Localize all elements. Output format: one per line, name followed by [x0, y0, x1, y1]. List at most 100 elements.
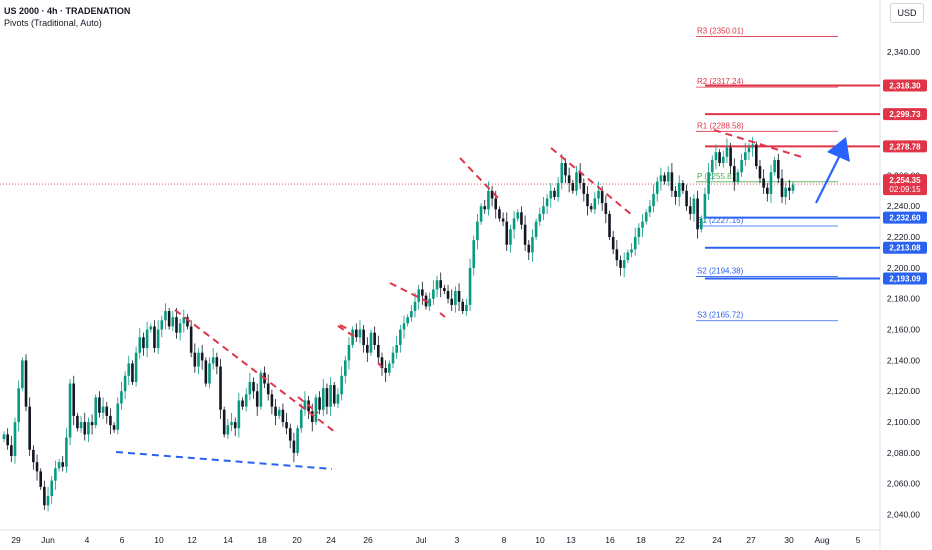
x-tick-label: 29: [11, 535, 21, 545]
x-tick-label: 5: [856, 535, 861, 545]
candle-body: [747, 147, 751, 153]
candle-body: [501, 218, 505, 222]
candle-body: [299, 409, 303, 429]
candle-body: [597, 190, 600, 199]
resistance-trendline: [297, 396, 319, 414]
resistance-trendline: [439, 312, 446, 318]
candle-body: [149, 326, 153, 330]
pivot-label: S1 (2227.15): [697, 216, 744, 225]
candle-body: [777, 159, 780, 179]
candle-body: [461, 301, 465, 312]
x-tick-label: 10: [535, 535, 545, 545]
candle-body: [421, 289, 424, 296]
candle-body: [65, 437, 68, 467]
candle-body: [622, 260, 626, 268]
candle-body: [266, 383, 270, 395]
candle-body: [362, 329, 365, 345]
candle-body: [248, 381, 252, 395]
candle-body: [578, 172, 582, 184]
candle-body: [61, 462, 65, 467]
candle-body: [391, 352, 395, 364]
candle-body: [79, 422, 83, 429]
candle-body: [725, 147, 729, 157]
candle-body: [677, 183, 681, 197]
key-level-tag-text: 2,318.30: [889, 81, 921, 90]
candle-body: [674, 190, 677, 197]
y-tick-label: 2,180.00: [887, 294, 920, 304]
candle-body: [732, 166, 736, 182]
candle-body: [611, 237, 615, 250]
candle-body: [699, 218, 703, 230]
candle-body: [46, 496, 50, 506]
candle-body: [608, 213, 611, 238]
candle-body: [189, 326, 193, 353]
candle-body: [72, 383, 76, 416]
candle-body: [123, 375, 127, 392]
candle-body: [762, 178, 765, 188]
candle-body: [637, 227, 641, 238]
candle-body: [131, 363, 134, 382]
candle-body: [692, 198, 696, 214]
candle-body: [211, 357, 215, 364]
candle-body: [384, 368, 387, 373]
candle-body: [94, 397, 98, 426]
x-tick-label: 14: [223, 535, 233, 545]
candle-body: [721, 156, 725, 164]
trendlines: [115, 129, 850, 470]
candle-body: [538, 213, 542, 222]
candle-body: [32, 449, 35, 463]
key-level-tag: [883, 272, 927, 285]
candle-body: [68, 383, 72, 438]
candle-body: [446, 291, 450, 299]
candle-body: [35, 462, 39, 472]
candle-body: [490, 190, 494, 199]
candle-body: [589, 206, 593, 210]
candle-body: [329, 385, 332, 407]
candle-body: [406, 317, 409, 324]
candle-body: [766, 187, 769, 194]
x-tick-label: Jul: [416, 535, 427, 545]
pivot-label: S3 (2165.72): [697, 311, 744, 320]
candle-body: [600, 190, 604, 204]
candle-body: [652, 193, 655, 207]
candle-body: [736, 172, 740, 182]
candle-body: [564, 163, 567, 176]
resistance-trendline: [377, 362, 383, 368]
candle-body: [10, 445, 13, 456]
candle-body: [641, 221, 644, 228]
x-tick-label: 20: [292, 535, 302, 545]
resistance-trendline: [339, 324, 351, 331]
candle-body: [193, 352, 197, 367]
candle-body: [57, 462, 61, 469]
candle-body: [633, 237, 637, 250]
candle-body: [76, 415, 79, 429]
currency-button[interactable]: USD: [890, 3, 924, 23]
candle-body: [358, 329, 362, 338]
candle-body: [476, 221, 479, 241]
candle-body: [788, 187, 791, 191]
candle-body: [288, 428, 292, 441]
bullish-arrow-head: [827, 137, 850, 162]
candle-body: [604, 203, 608, 214]
candle-body: [244, 394, 248, 407]
key-level-tag-text: 2,278.78: [889, 142, 921, 151]
candle-body: [659, 175, 663, 182]
resistance-trendline: [174, 309, 336, 433]
candle-body: [24, 360, 28, 407]
candle-body: [435, 280, 439, 290]
candle-body: [204, 360, 208, 384]
candle-body: [39, 471, 42, 487]
candle-body: [340, 375, 343, 395]
resistance-trendline: [713, 129, 806, 159]
candle-body: [325, 388, 329, 407]
candle-body: [112, 425, 116, 430]
candle-body: [120, 391, 123, 404]
candle-body: [593, 198, 597, 210]
candle-body: [685, 190, 688, 207]
candle-body: [285, 422, 288, 429]
candle-body: [780, 178, 784, 197]
current-price-value: 2,254.35: [889, 176, 921, 185]
candle-body: [681, 183, 685, 191]
candle-body: [186, 317, 189, 327]
